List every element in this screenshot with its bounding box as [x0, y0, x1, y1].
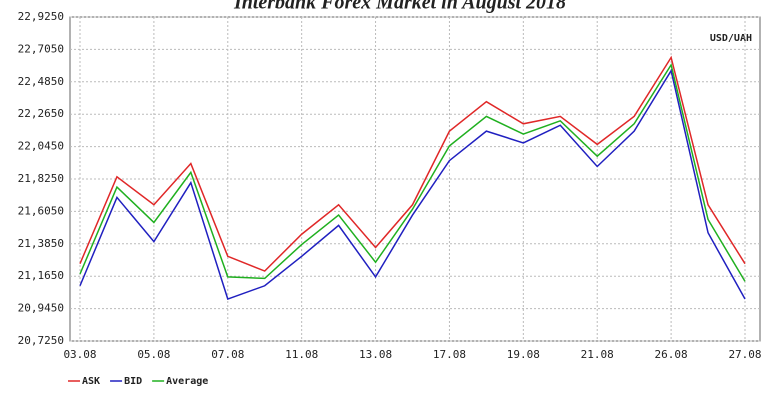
- y-tick-label: 22,4850: [18, 75, 64, 88]
- x-tick-label: 13.08: [359, 348, 392, 361]
- y-tick-label: 22,9250: [18, 10, 64, 23]
- y-tick-label: 22,0450: [18, 140, 64, 153]
- legend-label: ASK: [82, 376, 100, 387]
- y-tick-label: 20,9450: [18, 302, 64, 315]
- x-tick-label: 11.08: [285, 348, 318, 361]
- series-line: [79, 68, 746, 300]
- y-tick-label: 20,7250: [18, 334, 64, 347]
- x-tick-label: 07.08: [211, 348, 244, 361]
- x-tick-label: 05.08: [137, 348, 170, 361]
- chart-title: Interbank Forex Market in August 2018: [233, 0, 566, 14]
- y-tick-label: 22,7050: [18, 42, 64, 55]
- x-tick-label: 27.08: [728, 348, 761, 361]
- x-tick-label: 19.08: [507, 348, 540, 361]
- y-tick-label: 21,1650: [18, 269, 64, 282]
- x-tick-label: 21.08: [581, 348, 614, 361]
- x-tick-label: 26.08: [655, 348, 688, 361]
- pair-label: USD/UAH: [710, 33, 752, 44]
- x-tick-label: 17.08: [433, 348, 466, 361]
- series-line: [79, 62, 746, 282]
- legend-label: Average: [166, 376, 208, 387]
- x-tick-label: 03.08: [63, 348, 96, 361]
- legend-label: BID: [124, 376, 142, 387]
- y-tick-label: 22,2650: [18, 107, 64, 120]
- y-tick-label: 21,8250: [18, 172, 64, 185]
- y-tick-label: 21,6050: [18, 204, 64, 217]
- y-tick-label: 21,3850: [18, 237, 64, 250]
- series-line: [79, 55, 746, 272]
